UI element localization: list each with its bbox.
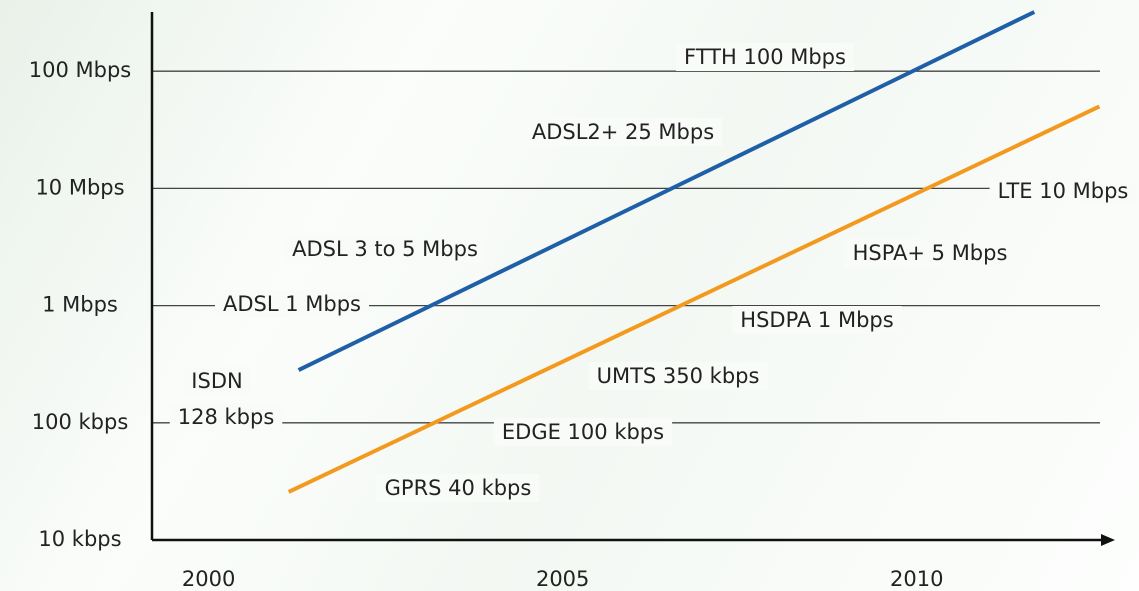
x-tick-label: 2000 [182, 567, 235, 591]
series-line [297, 10, 1036, 372]
annotation-background [493, 418, 673, 446]
annotation-background [284, 235, 486, 263]
x-tick-label: 2005 [536, 567, 589, 591]
annotation-background [989, 177, 1137, 205]
annotation: 128 kbps [178, 405, 275, 429]
annotation-background [676, 43, 854, 71]
annotation-background [183, 367, 251, 395]
annotation: HSPA+ 5 Mbps [853, 241, 1008, 265]
y-tick-label: 10 Mbps [35, 175, 124, 199]
annotation: ADSL 1 Mbps [223, 292, 361, 316]
annotation-background [376, 474, 540, 502]
y-tick-label: 10 kbps [38, 527, 121, 551]
annotation: ISDN [191, 369, 242, 393]
annotation: HSDPA 1 Mbps [740, 308, 893, 332]
annotation: UMTS 350 kbps [597, 364, 760, 388]
x-axis-arrow [1101, 534, 1115, 546]
annotation-background [732, 306, 902, 334]
series-line [287, 104, 1101, 494]
annotation-background [169, 403, 283, 431]
annotation-background [844, 239, 1016, 267]
annotation: FTTH 100 Mbps [684, 45, 846, 69]
annotation: EDGE 100 kbps [502, 420, 664, 444]
annotation: ADSL2+ 25 Mbps [532, 120, 714, 144]
annotation-background [588, 362, 768, 390]
annotation: GPRS 40 kbps [385, 476, 532, 500]
annotation-background [215, 290, 369, 318]
y-tick-label: 1 Mbps [42, 293, 118, 317]
y-tick-label: 100 Mbps [29, 58, 131, 82]
y-tick-label: 100 kbps [32, 410, 129, 434]
annotation-background [523, 118, 723, 146]
x-tick-label: 2010 [890, 567, 943, 591]
annotation: LTE 10 Mbps [998, 179, 1129, 203]
annotation: ADSL 3 to 5 Mbps [292, 237, 478, 261]
